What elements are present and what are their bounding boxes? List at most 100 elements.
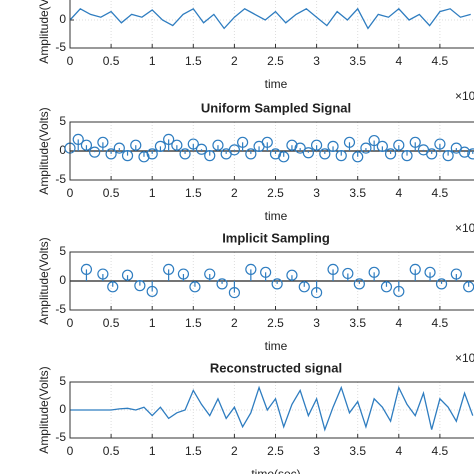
x-tick-label: 3	[313, 186, 320, 200]
stem-marker	[228, 287, 240, 299]
x-axis-label: time	[265, 209, 288, 223]
x-tick-label: 3.5	[349, 444, 366, 458]
y-tick-label: 5	[59, 374, 66, 388]
stem-marker	[97, 268, 109, 280]
stem-marker	[195, 143, 208, 155]
stem-marker	[237, 136, 249, 148]
stem-marker	[467, 148, 474, 160]
stem-marker	[368, 134, 380, 147]
x-tick-label: 0.5	[103, 316, 120, 330]
stem-marker	[380, 281, 393, 293]
subplot-title: Uniform Sampled Signal	[201, 100, 351, 115]
stem-marker	[130, 139, 142, 151]
stem-marker	[302, 147, 314, 159]
x-tick-label: 2.5	[267, 316, 284, 330]
stem-marker	[134, 280, 146, 292]
subplot: 0 0.5 1 1.5 2 2.5 3 3.5 4 4.5-50timeAmplitude(Vol…	[37, 0, 474, 103]
x-tick-label: 0	[67, 186, 74, 200]
stem-marker	[343, 136, 356, 148]
y-axis-label: Amplitude(Volts)	[37, 366, 51, 453]
stem-marker	[352, 151, 364, 163]
stem-marker	[319, 148, 331, 160]
y-tick-label: 0	[59, 143, 66, 157]
x-axis-label: time(sec)	[251, 467, 300, 474]
stem-marker	[228, 144, 240, 156]
stem-marker	[335, 150, 347, 162]
y-tick-label: 0	[59, 402, 66, 416]
subplot-title: Reconstructed signal	[210, 360, 342, 375]
y-tick-label: 0	[59, 273, 66, 287]
stem-marker	[138, 151, 150, 163]
stem-marker	[105, 148, 117, 160]
stem-marker	[376, 140, 388, 152]
stem-marker	[179, 148, 191, 160]
stem-marker	[434, 138, 446, 150]
stem-marker	[113, 142, 125, 154]
stem-marker	[311, 139, 323, 151]
x-tick-label: 3	[313, 316, 320, 330]
x-tick-label: 4.5	[432, 186, 449, 200]
stem-marker	[97, 136, 109, 148]
stem-marker	[286, 269, 298, 281]
stem-marker	[327, 140, 339, 152]
stem-marker	[409, 263, 421, 275]
stem-marker	[121, 150, 134, 162]
stem-marker	[89, 146, 101, 158]
x-tick-label: 0	[67, 316, 74, 330]
y-tick-label: 5	[59, 244, 66, 258]
stem-marker	[353, 278, 365, 290]
stem-marker	[212, 139, 224, 151]
axes-frame	[69, 251, 474, 311]
stem-marker	[163, 263, 175, 275]
x-multiplier: ×10	[455, 89, 474, 103]
stem-marker	[393, 139, 405, 151]
stem-marker	[424, 266, 436, 278]
x-tick-label: 3	[313, 54, 320, 68]
stem-marker	[327, 263, 339, 275]
x-tick-label: 4	[395, 186, 402, 200]
x-tick-label: 4.5	[432, 316, 449, 330]
stem-marker	[278, 151, 290, 163]
stem-marker	[401, 150, 413, 162]
stem-marker	[80, 263, 93, 275]
stem-marker	[72, 133, 84, 145]
x-tick-label: 2.5	[267, 186, 284, 200]
x-tick-label: 2.5	[267, 54, 284, 68]
stem-marker	[294, 142, 306, 154]
stem-marker	[409, 136, 421, 148]
stem-marker	[121, 269, 134, 281]
y-tick-label: -5	[55, 430, 66, 444]
x-tick-label: 1	[149, 54, 156, 68]
stem-marker	[342, 267, 354, 280]
plot-area	[70, 0, 474, 48]
stem-marker	[177, 268, 190, 280]
x-tick-label: 1.5	[185, 186, 202, 200]
stem-marker	[450, 268, 462, 280]
x-tick-label: 2	[231, 54, 238, 68]
stem-marker	[286, 139, 298, 151]
axes-frame	[69, 121, 474, 181]
stem-marker	[435, 278, 448, 290]
x-axis-label: time	[265, 77, 288, 91]
stem-marker	[204, 268, 216, 280]
x-tick-label: 1.5	[185, 54, 202, 68]
stem-marker	[80, 139, 93, 151]
x-tick-label: 0.5	[103, 54, 120, 68]
stem-marker	[384, 148, 397, 160]
x-tick-label: 2	[231, 444, 238, 458]
y-tick-label: 5	[59, 114, 66, 128]
x-tick-label: 1.5	[185, 444, 202, 458]
x-tick-label: 4	[395, 444, 402, 458]
stem-marker	[393, 285, 405, 298]
x-tick-label: 0.5	[103, 186, 120, 200]
x-tick-label: 1	[149, 444, 156, 458]
x-tick-label: 1	[149, 316, 156, 330]
x-tick-label: 1	[149, 186, 156, 200]
x-tick-label: 2	[231, 316, 238, 330]
x-tick-label: 3.5	[349, 54, 366, 68]
signal-line	[70, 385, 474, 432]
